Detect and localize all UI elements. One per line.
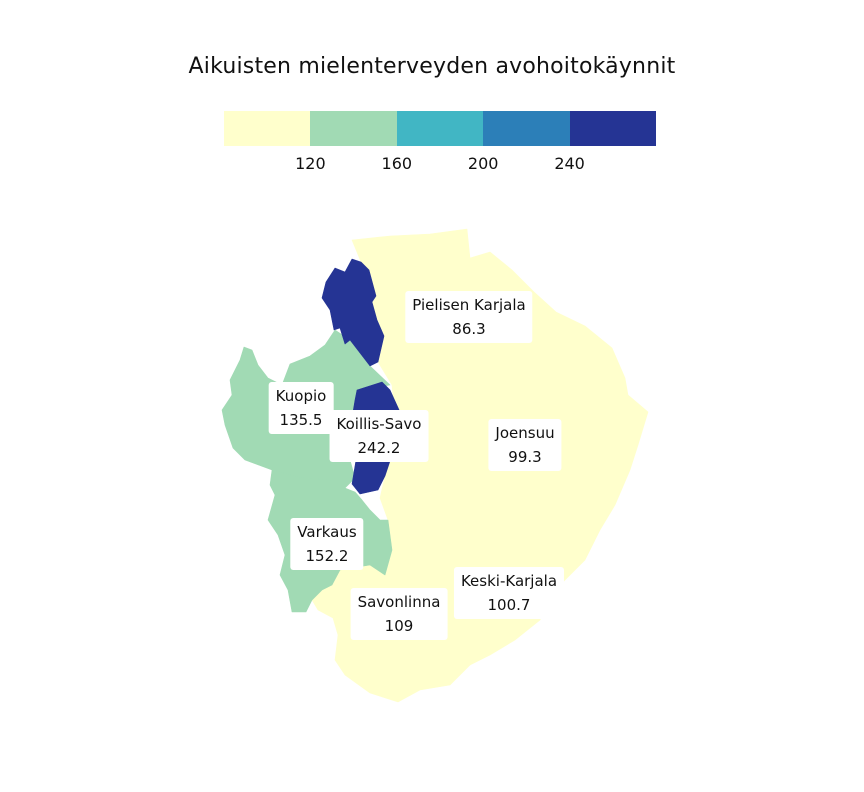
legend-swatch-2 bbox=[310, 111, 397, 146]
region-name: Varkaus bbox=[297, 523, 357, 541]
region-value: 242.2 bbox=[357, 439, 401, 457]
region-name: Joensuu bbox=[495, 424, 555, 442]
label-savonlinna: Savonlinna 109 bbox=[350, 588, 448, 640]
region-name: Kuopio bbox=[275, 387, 327, 405]
region-name: Pielisen Karjala bbox=[412, 296, 526, 314]
region-name: Koillis-Savo bbox=[336, 415, 422, 433]
label-joensuu: Joensuu 99.3 bbox=[488, 419, 562, 471]
legend-swatch-1 bbox=[224, 111, 311, 146]
legend-ticks: 120 160 200 240 bbox=[224, 154, 656, 174]
label-varkaus: Varkaus 152.2 bbox=[290, 518, 364, 570]
region-name: Keski-Karjala bbox=[460, 572, 558, 590]
label-pielisen-karjala: Pielisen Karjala 86.3 bbox=[405, 291, 533, 343]
legend-tick: 120 bbox=[295, 154, 326, 173]
region-value: 109 bbox=[384, 617, 414, 635]
region-value: 99.3 bbox=[508, 448, 542, 466]
label-kuopio: Kuopio 135.5 bbox=[268, 382, 334, 434]
region-value: 152.2 bbox=[305, 547, 349, 565]
region-value: 100.7 bbox=[487, 596, 531, 614]
legend-swatch-3 bbox=[396, 111, 484, 146]
color-legend bbox=[224, 111, 657, 146]
legend-swatch-5 bbox=[569, 111, 657, 146]
legend-swatch-4 bbox=[483, 111, 570, 146]
region-koillis-savo-north[interactable] bbox=[321, 258, 385, 367]
label-koillis-savo: Koillis-Savo 242.2 bbox=[329, 410, 429, 462]
region-name: Savonlinna bbox=[357, 593, 441, 611]
map-title: Aikuisten mielenterveyden avohoitokäynni… bbox=[188, 54, 676, 79]
legend-tick: 240 bbox=[554, 154, 585, 173]
legend-tick: 160 bbox=[381, 154, 413, 173]
region-value: 135.5 bbox=[279, 411, 323, 429]
region-value: 86.3 bbox=[452, 320, 486, 338]
label-keski-karjala: Keski-Karjala 100.7 bbox=[453, 567, 565, 619]
legend-tick: 200 bbox=[467, 154, 499, 173]
